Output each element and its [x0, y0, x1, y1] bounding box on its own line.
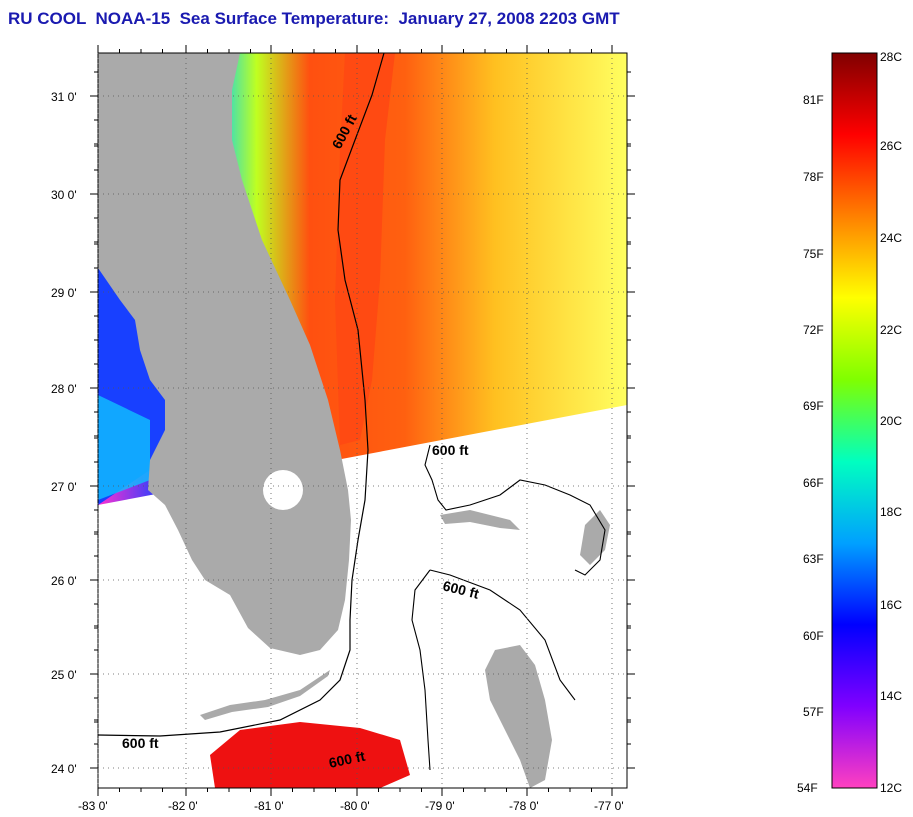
lat-label-24: 24 0'	[51, 762, 77, 776]
lat-label-30: 30 0'	[51, 188, 77, 202]
cb-c-12: 12C	[880, 781, 902, 795]
colorbar	[831, 52, 878, 789]
lon-label-83: -83 0'	[78, 799, 108, 813]
gulf-stream-core	[335, 53, 395, 445]
bahamas-andros	[485, 645, 552, 788]
lake-okeechobee	[263, 470, 303, 510]
florida-keys	[200, 670, 330, 720]
cb-c-22: 22C	[880, 323, 902, 337]
cb-f-54: 54F	[797, 781, 818, 795]
cb-f-75: 75F	[803, 247, 824, 261]
lat-label-26: 26 0'	[51, 574, 77, 588]
cb-f-66: 66F	[803, 476, 824, 490]
lat-label-25: 25 0'	[51, 668, 77, 682]
lon-label-79: -79 0'	[425, 799, 455, 813]
lon-label-80: -80 0'	[340, 799, 370, 813]
lon-label-78: -78 0'	[509, 799, 539, 813]
map-title: RU COOL NOAA-15 Sea Surface Temperature:…	[8, 9, 620, 28]
bahamas-abaco	[580, 510, 610, 565]
lon-label-82: -82 0'	[168, 799, 198, 813]
isobath-600ft-tongue	[429, 569, 576, 701]
map-area: 600 ft 600 ft 600 ft 600 ft 600 ft	[98, 53, 627, 788]
lat-label-31: 31 0'	[51, 90, 77, 104]
cb-c-20: 20C	[880, 414, 902, 428]
isobath-600ft-florida	[98, 53, 385, 737]
lat-label-27: 27 0'	[51, 480, 77, 494]
cb-f-78: 78F	[803, 170, 824, 184]
cb-c-26: 26C	[880, 139, 902, 153]
colorbar-celsius-labels: 28C 26C 24C 22C 20C 18C 16C 14C 12C	[880, 50, 902, 795]
cb-c-18: 18C	[880, 505, 902, 519]
isobath-600ft-bahamas-west	[411, 569, 431, 771]
cb-c-14: 14C	[880, 689, 902, 703]
cb-f-63: 63F	[803, 552, 824, 566]
colorbar-fahrenheit-labels: 81F 78F 75F 72F 69F 66F 63F 60F 57F 54F	[797, 93, 824, 795]
cb-c-28: 28C	[880, 50, 902, 64]
lat-label-29: 29 0'	[51, 286, 77, 300]
contour-label-bahamas: 600 ft	[432, 442, 469, 458]
lat-label-28: 28 0'	[51, 382, 77, 396]
latitude-labels: 31 0' 30 0' 29 0' 28 0' 27 0' 26 0' 25 0…	[51, 90, 77, 776]
map-frame	[97, 52, 628, 789]
cb-f-69: 69F	[803, 399, 824, 413]
cb-f-81: 81F	[803, 93, 824, 107]
cb-f-60: 60F	[803, 629, 824, 643]
isobath-600ft-bahamas-north	[424, 444, 606, 576]
lon-label-81: -81 0'	[254, 799, 284, 813]
lon-label-77: -77 0'	[594, 799, 624, 813]
graticule	[97, 53, 627, 788]
cb-c-16: 16C	[880, 598, 902, 612]
sst-gulf-cyan	[98, 395, 150, 500]
cb-f-72: 72F	[803, 323, 824, 337]
bahamas-grand-bahama	[440, 510, 520, 530]
cb-c-24: 24C	[880, 231, 902, 245]
longitude-labels: -83 0' -82 0' -81 0' -80 0' -79 0' -78 0…	[78, 799, 624, 813]
cb-f-57: 57F	[803, 705, 824, 719]
axis-ticks	[90, 45, 635, 796]
contour-label-west: 600 ft	[122, 735, 159, 751]
sst-florida-straits	[210, 722, 410, 788]
